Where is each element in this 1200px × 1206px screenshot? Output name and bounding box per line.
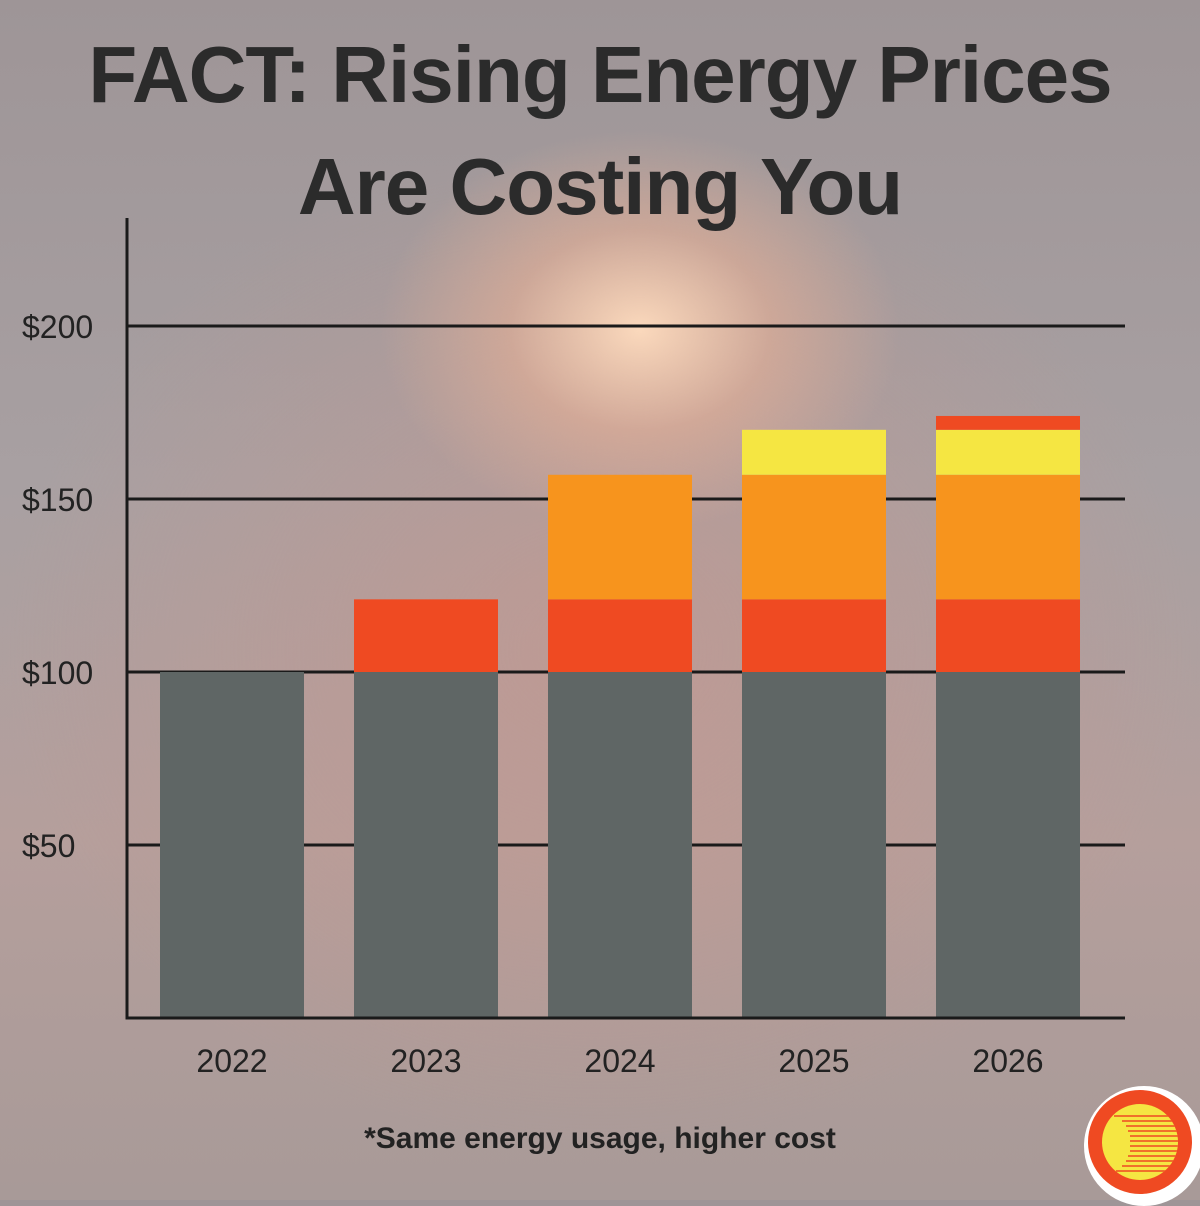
bar-segment-increase-2: [548, 474, 692, 600]
bar-segment-base: [936, 672, 1080, 1018]
bar-segment-increase-2: [936, 474, 1080, 600]
sun-logo-icon: [1088, 1090, 1192, 1194]
title-line-1: FACT: Rising Energy Prices: [88, 30, 1112, 119]
footnote: *Same energy usage, higher cost: [364, 1122, 836, 1155]
x-tick-label: 2024: [584, 1043, 655, 1079]
y-tick-label: $50: [22, 828, 75, 864]
bar-segment-increase-4: [936, 415, 1080, 430]
title-line-2: Are Costing You: [297, 142, 903, 231]
bar-segment-increase-1: [354, 599, 498, 672]
x-tick-label: 2026: [972, 1043, 1043, 1079]
bar-segment-base: [160, 672, 304, 1018]
x-tick-label: 2023: [390, 1043, 461, 1079]
bar-segment-base: [548, 672, 692, 1018]
x-tick-label: 2025: [778, 1043, 849, 1079]
bar-segment-increase-3: [936, 429, 1080, 475]
y-tick-label: $200: [22, 309, 93, 345]
bar-segment-increase-1: [742, 599, 886, 672]
bar-segment-increase-1: [936, 599, 1080, 672]
bar-segment-base: [354, 672, 498, 1018]
bar-segment-increase-3: [742, 429, 886, 475]
y-tick-label: $100: [22, 655, 93, 691]
bar-segment-increase-1: [548, 599, 692, 672]
bar-segment-base: [742, 672, 886, 1018]
y-tick-label: $150: [22, 482, 93, 518]
company-logo: [1084, 1086, 1200, 1206]
x-tick-label: 2022: [196, 1043, 267, 1079]
bar-segment-increase-2: [742, 474, 886, 600]
